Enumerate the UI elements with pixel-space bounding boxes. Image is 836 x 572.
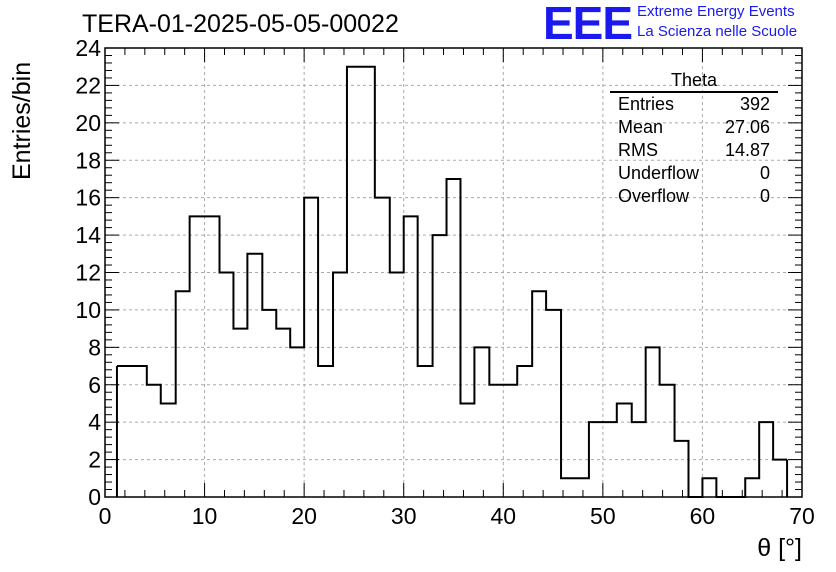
plot-title: TERA-01-2025-05-05-00022 [82, 10, 399, 38]
stats-title: Theta [610, 70, 778, 93]
y-axis-label: Entries/bin [8, 61, 36, 180]
y-tick-label: 6 [88, 372, 101, 398]
stats-row: Entries 392 [610, 93, 778, 116]
stats-box: Theta Entries 392 Mean 27.06 RMS 14.87 U… [610, 70, 778, 208]
y-tick-label: 20 [75, 110, 101, 136]
y-tick-label: 8 [88, 334, 101, 360]
x-tick-label: 70 [789, 503, 815, 529]
stats-value: 14.87 [724, 140, 770, 160]
x-tick-label: 20 [291, 503, 317, 529]
stats-value: 27.06 [724, 117, 770, 137]
y-tick-label: 22 [75, 72, 101, 98]
x-tick-label: 50 [590, 503, 616, 529]
y-tick-label: 16 [75, 185, 101, 211]
stats-label: Mean [618, 117, 664, 137]
y-tick-label: 10 [75, 297, 101, 323]
y-tick-label: 4 [88, 409, 101, 435]
stats-label: Underflow [618, 163, 700, 183]
x-axis-label: θ [°] [757, 534, 802, 562]
stats-value: 392 [739, 94, 770, 114]
stats-label: Entries [618, 94, 675, 114]
x-tick-label: 60 [690, 503, 716, 529]
stats-label: RMS [618, 140, 658, 160]
x-tick-label: 10 [192, 503, 218, 529]
y-tick-label: 14 [75, 222, 101, 248]
stats-row: RMS 14.87 [610, 139, 778, 162]
stats-label: Overflow [618, 186, 690, 206]
stats-row: Underflow 0 [610, 162, 778, 185]
stats-row: Overflow 0 [610, 185, 778, 208]
y-tick-label: 2 [88, 447, 101, 473]
y-tick-label: 0 [88, 484, 101, 510]
x-tick-label: 40 [490, 503, 516, 529]
y-tick-label: 18 [75, 147, 101, 173]
logo-caption-line1: Extreme Energy Events [637, 3, 795, 20]
logo-caption-line2: La Scienza nelle Scuole [637, 23, 798, 40]
x-tick-label: 0 [99, 503, 112, 529]
y-tick-label: 12 [75, 260, 101, 286]
stats-value: 0 [759, 163, 770, 183]
x-tick-label: 30 [391, 503, 417, 529]
y-tick-label: 24 [75, 35, 101, 61]
stats-row: Mean 27.06 [610, 116, 778, 139]
eee-logo: EEE [543, 0, 633, 49]
stats-value: 0 [759, 186, 770, 206]
histogram-line [116, 65, 788, 498]
